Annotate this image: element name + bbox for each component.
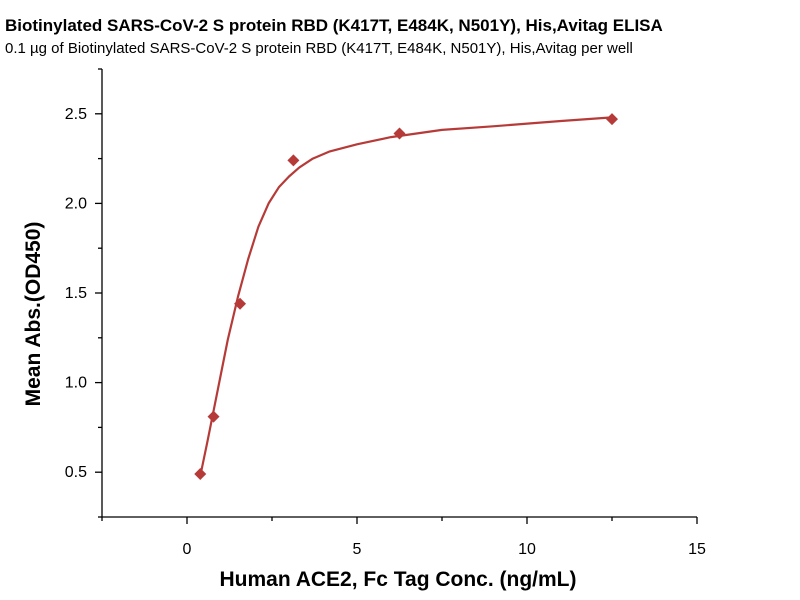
- data-point-diamond: [207, 410, 220, 423]
- data-point-diamond: [606, 113, 618, 126]
- x-tick-label: 10: [518, 541, 536, 558]
- data-point-diamond: [194, 467, 207, 480]
- chart-subtitle: 0.1 µg of Biotinylated SARS-CoV-2 S prot…: [5, 40, 633, 57]
- y-axis-title: Mean Abs.(OD450): [22, 222, 45, 407]
- y-tick-label: 1.5: [65, 285, 87, 302]
- data-point-diamond: [234, 297, 247, 310]
- fit-curve: [199, 116, 613, 477]
- data-point-diamond: [393, 127, 406, 140]
- data-points-layer: [194, 113, 618, 480]
- x-tick-label: 0: [183, 541, 192, 558]
- x-tick-label: 5: [353, 541, 362, 558]
- x-tick-label: 15: [688, 541, 706, 558]
- x-axis-title: Human ACE2, Fc Tag Conc. (ng/mL): [219, 568, 576, 591]
- chart-title: Biotinylated SARS-CoV-2 S protein RBD (K…: [5, 16, 663, 35]
- y-tick-label: 2.0: [65, 195, 87, 212]
- ticks: 0 5 10 15 0.5 1.0 1.5 2.0 2.5: [65, 68, 706, 558]
- fit-curve-layer: [199, 116, 613, 477]
- data-point-diamond: [287, 154, 300, 167]
- y-tick-label: 0.5: [65, 464, 87, 481]
- y-tick-label: 1.0: [65, 375, 87, 392]
- y-tick-label: 2.5: [65, 106, 87, 123]
